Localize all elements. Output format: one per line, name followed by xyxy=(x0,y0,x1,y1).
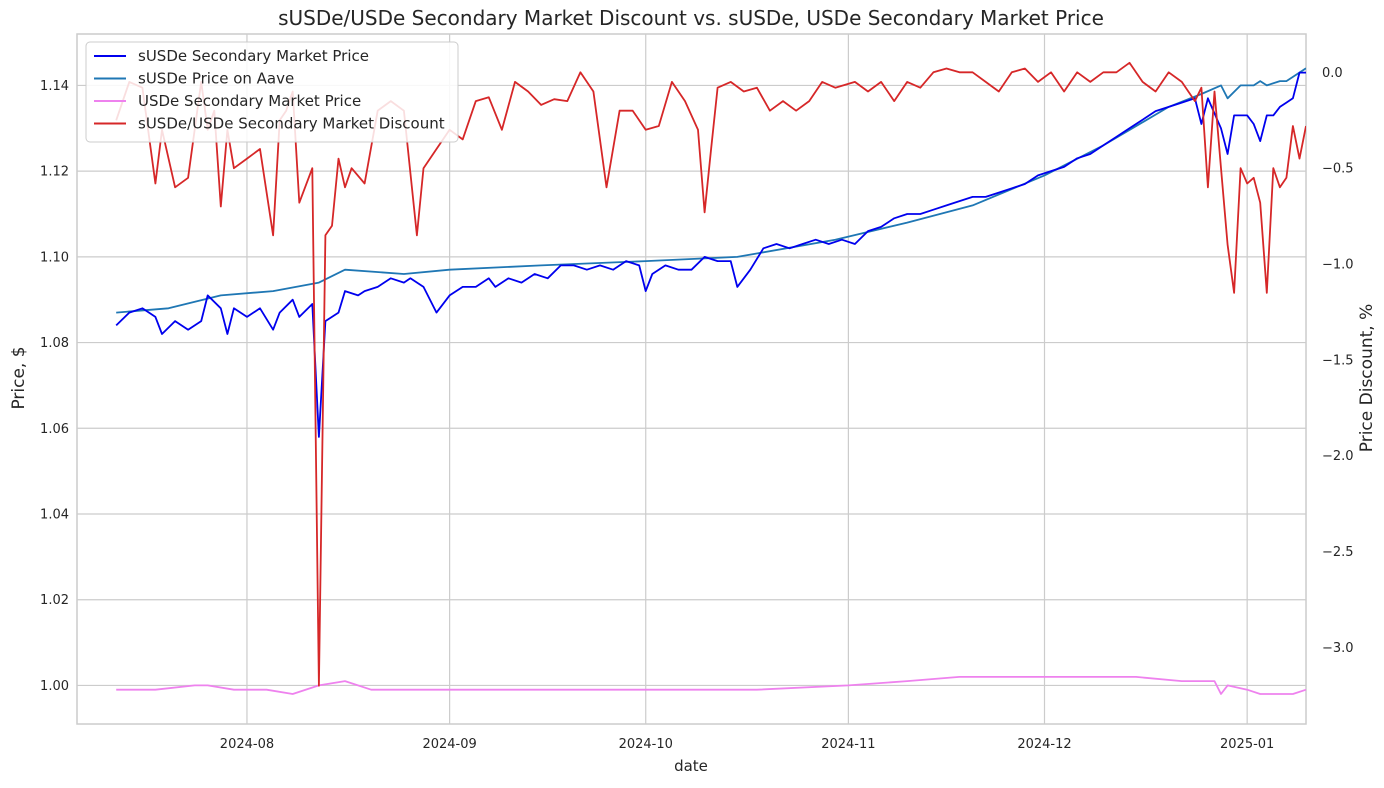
legend-label-0: sUSDe Secondary Market Price xyxy=(138,47,369,65)
series-line-0 xyxy=(115,71,1306,438)
y2-tick-label: 0.0 xyxy=(1322,66,1343,81)
y-tick-label: 1.00 xyxy=(40,679,69,694)
y2-tick-label: −0.5 xyxy=(1322,162,1354,177)
legend-label-2: USDe Secondary Market Price xyxy=(138,92,361,110)
y-tick-label: 1.06 xyxy=(40,422,69,437)
legend-box xyxy=(85,41,459,143)
y2-tick-label: −1.5 xyxy=(1322,353,1354,368)
grid xyxy=(77,34,1306,724)
x-tick-label: 2024-08 xyxy=(220,737,274,752)
series-line-1 xyxy=(116,67,1306,314)
y-tick-label: 1.08 xyxy=(40,336,69,351)
x-tick-label: 2025-01 xyxy=(1220,737,1274,752)
y2-ticks: 0.0 −0.5 −1.0 −1.5 −2.0 −2.5 −3.0 xyxy=(1322,66,1354,656)
y-tick-label: 1.12 xyxy=(40,165,69,180)
x-tick-label: 2024-11 xyxy=(821,737,875,752)
series-line-2 xyxy=(116,676,1306,695)
chart-title: sUSDe/USDe Secondary Market Discount vs.… xyxy=(278,6,1104,30)
y2-tick-label: −3.0 xyxy=(1322,641,1354,656)
series-line-3 xyxy=(115,61,1306,687)
x-axis-title: date xyxy=(674,757,708,775)
y2-tick-label: −2.0 xyxy=(1322,449,1354,464)
y-tick-label: 1.02 xyxy=(40,593,69,608)
y2-tick-label: −2.5 xyxy=(1322,545,1354,560)
x-tick-label: 2024-10 xyxy=(619,737,673,752)
series-layer xyxy=(115,61,1306,695)
y-ticks: 1.00 1.02 1.04 1.06 1.08 1.10 1.12 1.14 xyxy=(40,79,69,694)
x-ticks: 2024-08 2024-09 2024-10 2024-11 2024-12 2025-… xyxy=(220,737,1275,752)
legend: sUSDe Secondary Market Price sUSDe Price … xyxy=(85,41,459,143)
y-tick-label: 1.04 xyxy=(40,508,69,523)
legend-label-3: sUSDe/USDe Secondary Market Discount xyxy=(138,115,445,133)
x-tick-label: 2024-09 xyxy=(422,737,476,752)
y2-axis-title: Price Discount, % xyxy=(1357,304,1377,452)
x-tick-label: 2024-12 xyxy=(1017,737,1071,752)
y-tick-label: 1.10 xyxy=(40,250,69,265)
y-tick-label: 1.14 xyxy=(40,79,69,94)
legend-label-1: sUSDe Price on Aave xyxy=(138,70,294,88)
y2-tick-label: −1.0 xyxy=(1322,258,1354,273)
plot-frame xyxy=(76,33,1307,725)
y-axis-title: Price, $ xyxy=(9,346,29,409)
